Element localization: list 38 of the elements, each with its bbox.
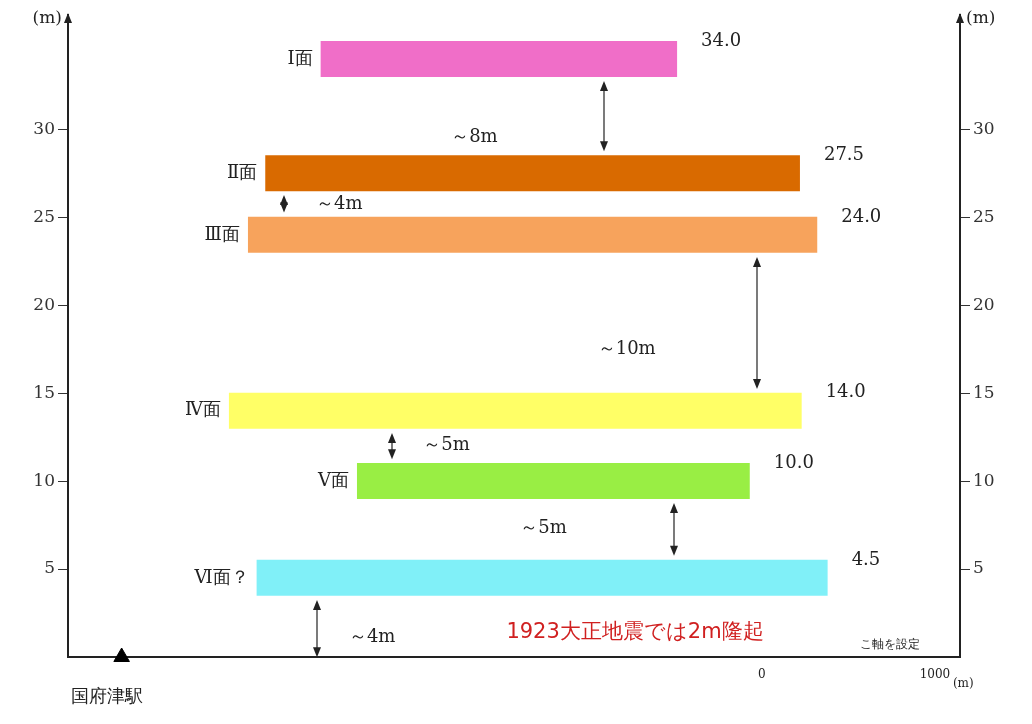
series-label: Ⅲ面 [204,222,240,244]
annotation: こ軸を設定 [860,637,920,652]
series-label: Ⅳ面 [184,398,221,420]
data-label: 24.0 [841,204,882,226]
annotation: ～5m [423,432,470,454]
y2-tick-label: 10 [973,469,995,490]
annotation: ～5m [520,516,567,538]
annotation: ～4m [348,625,396,647]
series-label: Ⅰ面 [287,46,313,68]
annotation: ～4m [316,192,363,214]
y-tick-label: 10 [33,469,55,490]
data-label: 34.0 [701,28,742,50]
x-tick-label: 1000 [919,667,951,682]
y-tick-label: 20 [33,293,55,314]
annotation: ～8m [451,124,498,146]
y2-tick-label: 30 [973,117,995,138]
y-axis-title: (m) [32,7,62,28]
y-tick-label: 5 [44,557,55,578]
y-tick-label: 30 [33,117,55,138]
y2-tick-label: 5 [973,557,984,578]
y2-tick-label: 20 [973,293,995,314]
data-label: 4.5 [851,547,881,569]
series-label: 国府津駅 [70,684,143,706]
data-label: 14.0 [825,380,866,402]
x-axis-title: (m) [952,676,974,691]
y2-tick-label: 15 [973,381,995,402]
series-label: Ⅴ面 [316,468,349,490]
annotation: ～10m [597,336,656,358]
series-label: Ⅱ面 [227,160,258,182]
y2-tick-label: 25 [973,205,995,226]
data-label: 10.0 [773,450,814,472]
series-label: Ⅵ面？ [193,565,249,587]
data-label: 27.5 [823,142,865,164]
y-tick-label: 25 [33,205,55,226]
x-tick-label: 0 [758,667,766,682]
y2-axis-title: (m) [966,7,996,28]
y-tick-label: 15 [33,381,55,402]
annotation: 1923大正地震では2m隆起 [506,619,764,644]
